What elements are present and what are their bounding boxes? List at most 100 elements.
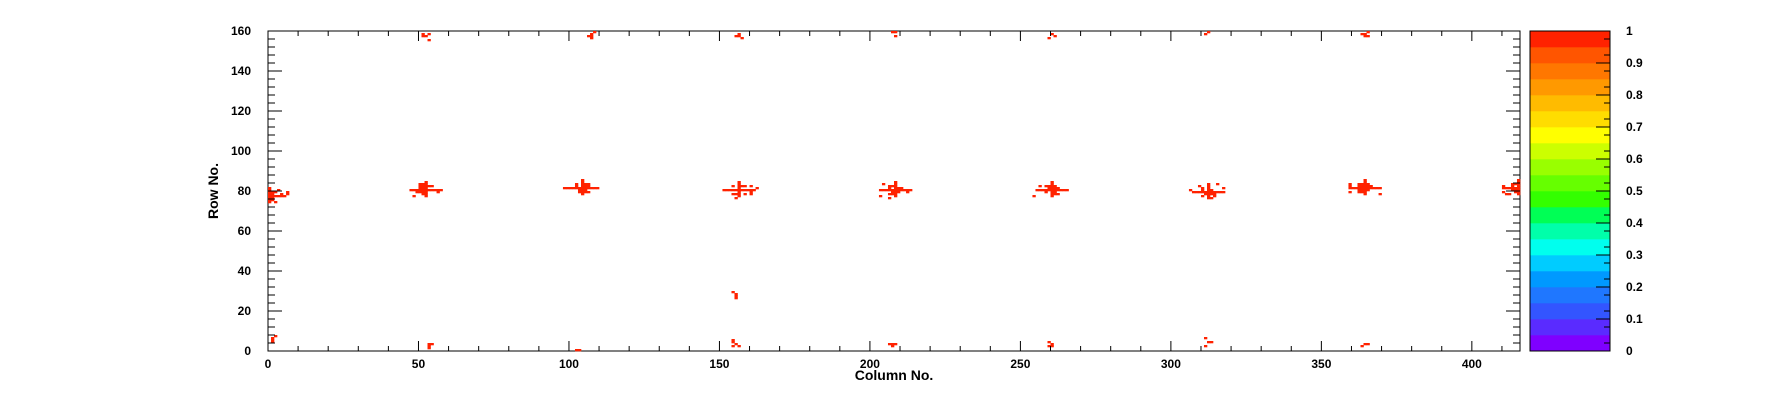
cluster-cell bbox=[421, 191, 425, 194]
edge-hit-cell bbox=[1047, 37, 1051, 40]
cluster-cell bbox=[581, 185, 585, 188]
colorbar-band bbox=[1530, 31, 1610, 48]
colorbar-tick-label: 0 bbox=[1626, 344, 1633, 358]
cluster-cell bbox=[894, 183, 898, 186]
cluster-cell bbox=[1516, 189, 1521, 192]
edge-hit-cell bbox=[731, 291, 735, 294]
cluster-cell bbox=[1207, 191, 1211, 194]
cluster-cell bbox=[1210, 193, 1214, 196]
edge-hit-cell bbox=[274, 335, 278, 338]
edge-hit-cell bbox=[1360, 345, 1364, 348]
x-tick-label: 150 bbox=[709, 357, 729, 371]
cluster-cell bbox=[1357, 183, 1361, 186]
cluster-cell bbox=[1363, 193, 1367, 196]
x-tick-label: 250 bbox=[1010, 357, 1030, 371]
cluster-cell bbox=[734, 197, 738, 200]
cluster-cell bbox=[881, 189, 886, 192]
cluster-cell bbox=[1207, 197, 1211, 200]
colorbar-band bbox=[1530, 111, 1610, 128]
cluster-cell bbox=[433, 189, 437, 192]
edge-hit-cell bbox=[574, 349, 579, 352]
cluster-cell bbox=[421, 185, 425, 188]
edge-hit-cell bbox=[894, 35, 898, 38]
x-tick-label: 0 bbox=[265, 357, 272, 371]
edge-hit-cell bbox=[1207, 31, 1211, 34]
cluster-cell bbox=[1041, 189, 1045, 192]
cluster-cell bbox=[1065, 189, 1069, 192]
cluster-cell bbox=[436, 191, 440, 194]
cluster-cell bbox=[731, 185, 735, 188]
cluster-cell bbox=[1378, 187, 1382, 190]
cluster-cell bbox=[574, 183, 579, 186]
colorbar-band bbox=[1530, 207, 1610, 224]
edge-hit-cell bbox=[737, 35, 741, 38]
cluster-cell bbox=[897, 189, 901, 192]
cluster-cell bbox=[1375, 187, 1379, 190]
cluster-cell bbox=[900, 189, 904, 192]
x-axis-title: Column No. bbox=[855, 367, 934, 383]
cluster-cell bbox=[268, 201, 272, 204]
cluster-cell bbox=[1216, 191, 1220, 194]
cluster-cell bbox=[268, 197, 272, 200]
edge-hit-cell bbox=[1053, 35, 1057, 38]
edge-hit-cell bbox=[427, 345, 431, 348]
cluster-cell bbox=[737, 183, 741, 186]
edge-hit-cell bbox=[731, 339, 735, 342]
edge-hit-cell bbox=[590, 37, 594, 40]
cluster-cell bbox=[1516, 191, 1521, 194]
cluster-cell bbox=[596, 187, 600, 190]
edge-hit-cell bbox=[421, 33, 425, 36]
cluster-cell bbox=[1507, 187, 1512, 190]
cluster-cell bbox=[884, 189, 889, 192]
edge-hit-cell bbox=[1047, 345, 1051, 348]
cluster-cell bbox=[424, 185, 428, 188]
cluster-cell bbox=[1213, 195, 1217, 198]
edge-hit-cell bbox=[427, 343, 431, 346]
cluster-cell bbox=[1363, 185, 1367, 188]
cluster-cell bbox=[1207, 193, 1211, 196]
cluster-cell bbox=[722, 189, 726, 192]
cluster-cell bbox=[1197, 185, 1202, 188]
edge-hit-cell bbox=[731, 345, 735, 348]
cluster-cell bbox=[906, 191, 910, 194]
cluster-cell bbox=[584, 189, 588, 192]
cluster-cell bbox=[1050, 195, 1054, 198]
cluster-cell bbox=[1366, 189, 1370, 192]
y-tick-label: 140 bbox=[231, 64, 251, 78]
cluster-cell bbox=[1348, 191, 1352, 194]
edge-hit-cell bbox=[1366, 343, 1370, 346]
cluster-cell bbox=[562, 187, 567, 190]
edge-hit-cell bbox=[734, 35, 738, 38]
cluster-cell bbox=[1200, 189, 1205, 192]
y-tick-label: 0 bbox=[244, 344, 251, 358]
colorbar-band bbox=[1530, 335, 1610, 352]
colorbar-tick-label: 0.8 bbox=[1626, 88, 1643, 102]
cluster-cell bbox=[1213, 193, 1217, 196]
cluster-cell bbox=[1510, 185, 1515, 188]
cluster-cell bbox=[1200, 191, 1205, 194]
cluster-cell bbox=[427, 189, 431, 192]
cluster-cell bbox=[749, 189, 753, 192]
colorbar-band bbox=[1530, 255, 1610, 272]
colorbar-tick-label: 0.9 bbox=[1626, 56, 1643, 70]
cluster-cell bbox=[890, 191, 895, 194]
edge-hit-cell bbox=[427, 347, 431, 350]
colorbar-band bbox=[1530, 175, 1610, 192]
cluster-cell bbox=[1053, 187, 1057, 190]
cluster-cell bbox=[1360, 187, 1364, 190]
cluster-cell bbox=[749, 191, 753, 194]
cluster-cell bbox=[1210, 189, 1214, 192]
edge-hit-cell bbox=[424, 35, 428, 38]
cluster-cell bbox=[887, 185, 892, 188]
cluster-cell bbox=[584, 191, 588, 194]
cluster-cell bbox=[1056, 193, 1060, 196]
cluster-cell bbox=[412, 189, 416, 192]
cluster-cell bbox=[1351, 187, 1355, 190]
cluster-cell bbox=[415, 191, 419, 194]
cluster-cell bbox=[268, 199, 272, 202]
x-tick-label: 400 bbox=[1462, 357, 1482, 371]
cluster-cell bbox=[1513, 189, 1518, 192]
colorbar-tick-label: 0.7 bbox=[1626, 120, 1643, 134]
cluster-cell bbox=[1207, 189, 1211, 192]
